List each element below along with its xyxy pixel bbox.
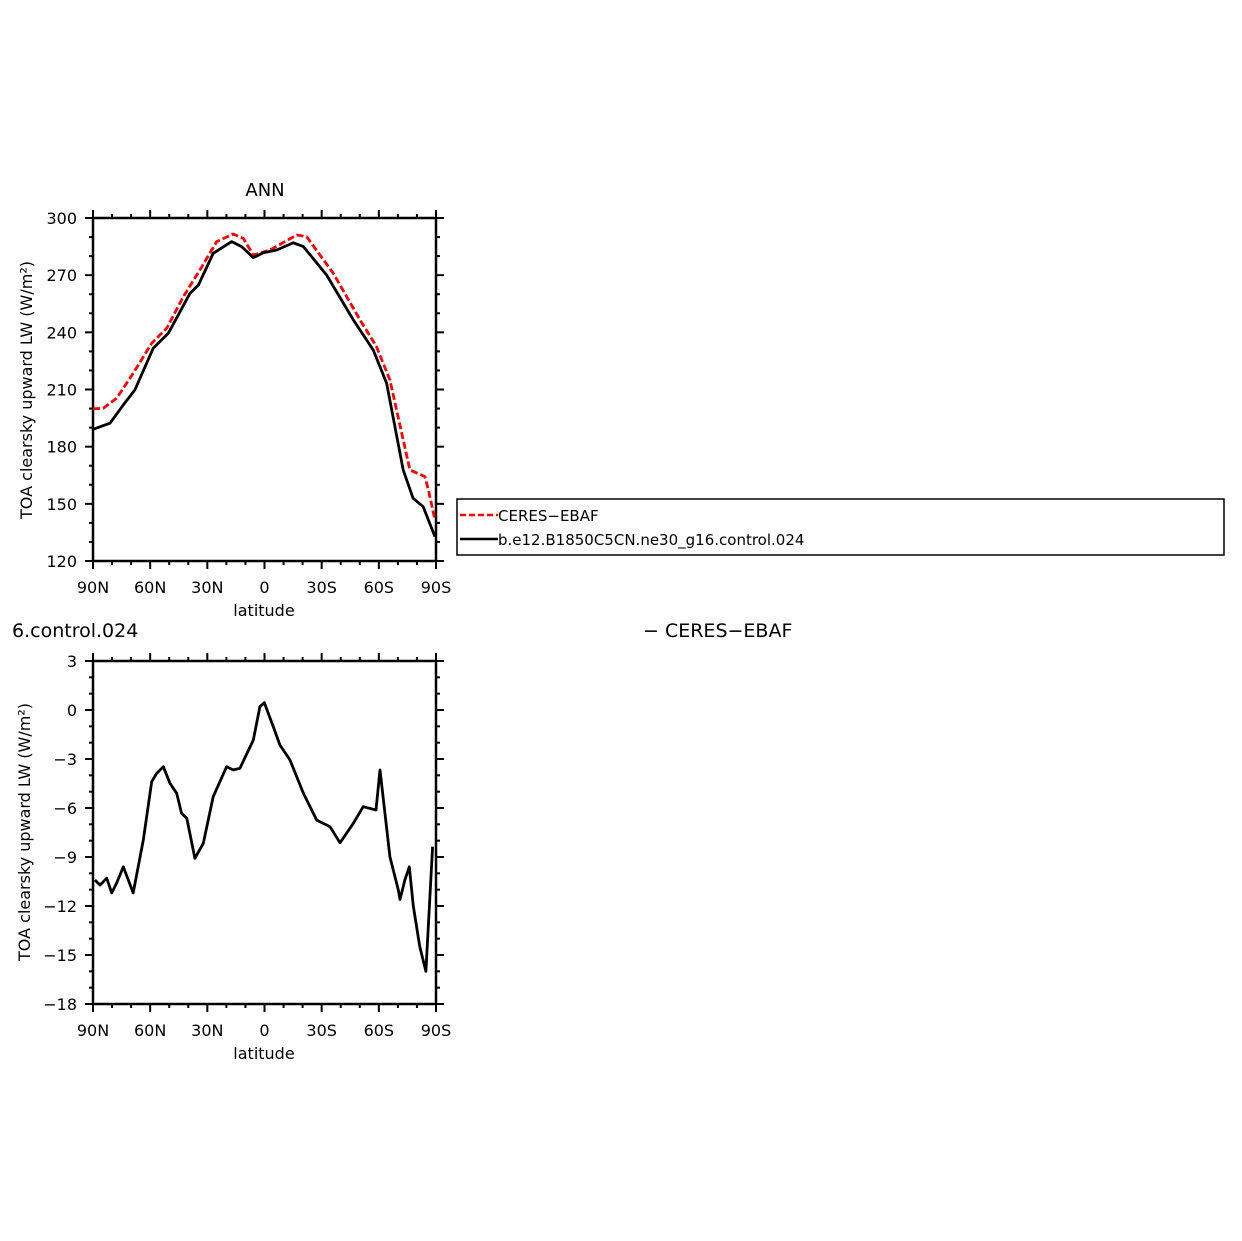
x-tick-label: 60S: [364, 1021, 395, 1040]
x-tick-label: 60S: [364, 578, 395, 597]
y-tick-label: −6: [53, 799, 77, 818]
legend-label-model: b.e12.B1850C5CN.ne30_g16.control.024: [498, 531, 804, 550]
series-line-ceres-ebaf: [92, 232, 437, 521]
y-axis-label: TOA clearsky upward LW (W/m²): [15, 703, 34, 962]
series-line-model: [92, 240, 437, 538]
legend-box: [456, 498, 1225, 556]
y-tick-label: 120: [46, 552, 77, 571]
difference-title-fragment-right: − CERES−EBAF: [643, 620, 792, 642]
x-tick-label: 30N: [191, 578, 223, 597]
y-axis-label: TOA clearsky upward LW (W/m²): [17, 261, 36, 520]
x-axis-label: latitude: [233, 601, 294, 620]
y-tick-label: 0: [67, 701, 77, 720]
y-tick-label: −12: [43, 897, 77, 916]
x-tick-label: 90N: [77, 1021, 109, 1040]
panel-title: ANN: [245, 180, 284, 201]
y-tick-label: 270: [46, 266, 77, 285]
top-panel-ann: ANN latitude TOA clearsky upward LW (W/m…: [17, 180, 451, 620]
x-tick-label: 90S: [421, 1021, 452, 1040]
y-tick-label: 300: [46, 209, 77, 228]
y-tick-label: 150: [46, 495, 77, 514]
y-tick-label: −15: [43, 946, 77, 965]
legend: CERES−EBAF b.e12.B1850C5CN.ne30_g16.cont…: [456, 498, 1225, 556]
x-tick-label: 30S: [306, 578, 337, 597]
legend-label-obs: CERES−EBAF: [498, 507, 599, 525]
y-tick-label: −3: [53, 750, 77, 769]
x-tick-label: 30N: [191, 1021, 223, 1040]
x-tick-label: 0: [259, 578, 269, 597]
y-tick-label: 180: [46, 438, 77, 457]
plot-frame: [91, 216, 438, 563]
x-tick-label: 60N: [134, 1021, 166, 1040]
series-line-model: [93, 701, 434, 973]
y-tick-label: 210: [46, 381, 77, 400]
difference-title-fragment: 6.control.024: [12, 620, 138, 642]
bottom-panel-difference: latitude TOA clearsky upward LW (W/m²) 9…: [15, 652, 451, 1063]
y-tick-label: 3: [67, 652, 77, 671]
y-tick-label: −18: [43, 995, 77, 1014]
x-tick-label: 90S: [421, 578, 452, 597]
y-tick-label: 240: [46, 323, 77, 342]
x-tick-label: 90N: [77, 578, 109, 597]
x-tick-label: 60N: [134, 578, 166, 597]
y-tick-label: −9: [53, 848, 77, 867]
x-axis-label: latitude: [233, 1044, 294, 1063]
x-tick-label: 0: [259, 1021, 269, 1040]
x-tick-label: 30S: [306, 1021, 337, 1040]
